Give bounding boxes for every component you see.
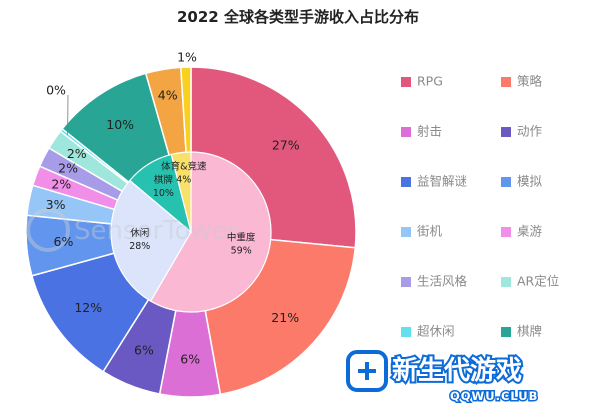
legend-label-2: 射击 <box>417 124 442 139</box>
outer-data-label-13: 1% <box>177 50 197 65</box>
outer-data-label-1: 21% <box>271 310 299 325</box>
inner-name-label-1: 休闲 <box>130 227 149 239</box>
legend-swatch-0 <box>401 77 411 87</box>
inner-slice-0 <box>149 151 272 313</box>
logo-text: 新生代游戏 <box>392 355 522 386</box>
inner-name-label-0: 中重度 <box>227 232 256 244</box>
outer-data-label-6: 3% <box>46 197 66 212</box>
brand-logo: 新生代游戏 QQWU.CLUB <box>346 350 539 405</box>
outer-ring <box>25 66 357 398</box>
legend-swatch-5 <box>501 177 511 187</box>
legend-swatch-11 <box>501 327 511 337</box>
chart-title: 2022 全球各类型手游收入占比分布 <box>177 8 419 26</box>
legend-swatch-3 <box>501 127 511 137</box>
inner-slice-1 <box>110 179 192 302</box>
inner-value-label-3: 4% <box>176 174 191 185</box>
legend-label-8: 生活风格 <box>417 274 468 289</box>
inner-name-label-2: 棋牌 <box>154 174 174 186</box>
legend-label-6: 街机 <box>417 224 443 239</box>
outer-data-label-3: 6% <box>134 343 154 358</box>
legend-swatch-2 <box>401 127 411 137</box>
inner-ring <box>110 151 272 313</box>
legend-swatch-6 <box>401 227 411 237</box>
outer-data-label-4: 12% <box>74 300 102 315</box>
outer-data-label-5: 6% <box>54 234 74 249</box>
outer-data-label-10: 0% <box>46 83 66 98</box>
legend-label-10: 超休闲 <box>417 324 455 339</box>
inner-value-label-0: 59% <box>231 246 252 257</box>
legend-label-5: 模拟 <box>517 174 543 189</box>
watermark-text: SensorTower <box>74 216 239 246</box>
inner-name-label-3: 体育&竞速 <box>161 160 207 172</box>
legend-label-11: 棋牌 <box>517 324 542 339</box>
watermark: SensorTower <box>26 208 239 252</box>
legend-swatch-4 <box>401 177 411 187</box>
legend-label-0: RPG <box>417 74 443 89</box>
legend-label-1: 策略 <box>517 74 543 89</box>
legend-swatch-8 <box>401 277 411 287</box>
inner-value-label-1: 28% <box>129 241 150 252</box>
inner-value-label-2: 10% <box>153 188 174 199</box>
outer-data-label-2: 6% <box>180 351 200 366</box>
inner-labels: 中重度 59% 休闲 28% 棋牌 10% 体育&竞速 4% <box>129 160 256 256</box>
legend-label-4: 益智解谜 <box>417 174 468 189</box>
outer-labels: 27%21%6%6%12%6%3%2%2%2%0%10%4%1% <box>46 50 300 367</box>
legend-label-7: 桌游 <box>517 224 543 239</box>
outer-data-label-7: 2% <box>51 176 71 191</box>
legend-swatch-1 <box>501 77 511 87</box>
outer-data-label-11: 10% <box>106 117 134 132</box>
legend-label-3: 动作 <box>517 124 543 139</box>
inner-slice-3 <box>170 151 192 233</box>
logo-subtext: QQWU.CLUB <box>450 389 538 403</box>
legend-swatch-7 <box>501 227 511 237</box>
legend-label-9: AR定位 <box>517 274 559 289</box>
outer-data-label-12: 4% <box>158 87 178 102</box>
outer-data-label-8: 2% <box>58 161 78 176</box>
legend-swatch-10 <box>401 327 411 337</box>
outer-data-label-0: 27% <box>272 137 300 152</box>
legend-swatch-9 <box>501 277 511 287</box>
outer-data-label-9: 2% <box>67 146 87 161</box>
gamepad-icon <box>346 350 388 392</box>
